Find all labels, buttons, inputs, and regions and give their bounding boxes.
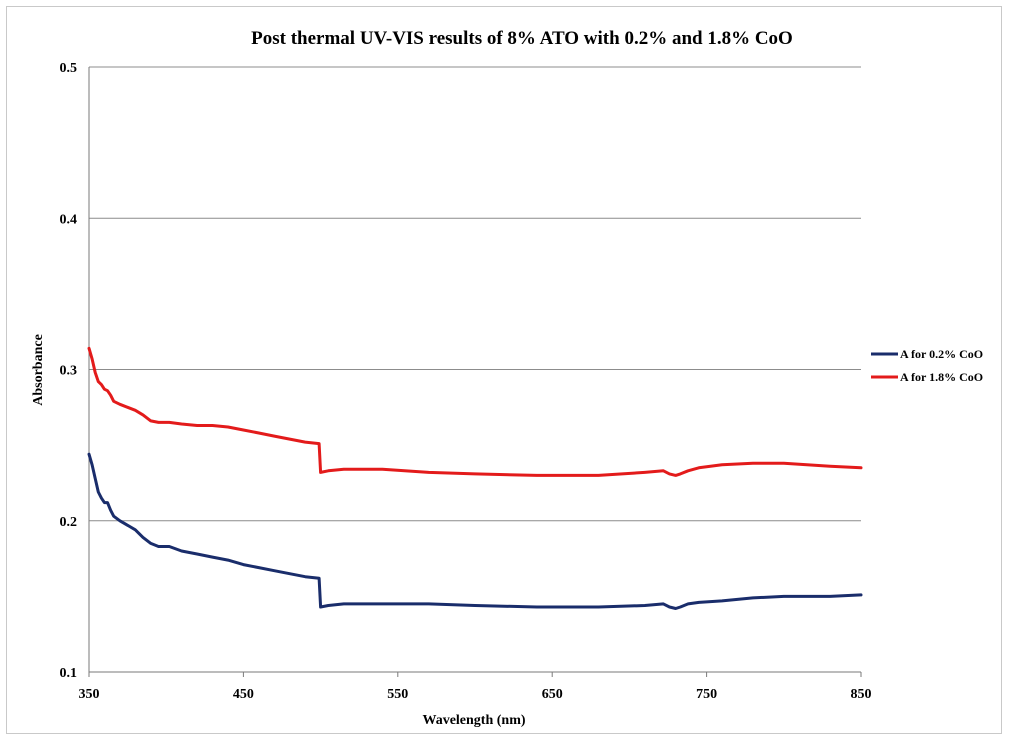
gridlines [89, 66, 861, 522]
axes [88, 67, 862, 677]
x-tick-label: 850 [851, 687, 872, 702]
y-tick-label: 0.3 [60, 364, 78, 379]
legend-label: A for 1.8% CoO [900, 370, 983, 384]
series-line-1 [87, 452, 863, 610]
x-axis-title: Wavelength (nm) [422, 713, 525, 728]
x-tick-label: 450 [233, 687, 254, 702]
x-tick-label: 750 [696, 687, 717, 702]
y-tick-label: 0.2 [60, 515, 78, 530]
x-tick-label: 650 [542, 687, 563, 702]
series-lines [87, 346, 863, 610]
x-tick-labels: 350 450 550 650 750 850 [79, 687, 872, 702]
legend: A for 0.2% CoO A for 1.8% CoO [871, 347, 983, 384]
y-tick-labels: 0.1 0.2 0.3 0.4 0.5 [60, 61, 78, 681]
y-tick-label: 0.1 [60, 666, 78, 681]
chart-frame: Post thermal UV-VIS results of 8% ATO wi… [6, 6, 1002, 734]
y-tick-label: 0.5 [60, 61, 78, 76]
x-tick-label: 550 [387, 687, 408, 702]
y-tick-label: 0.4 [60, 212, 78, 227]
chart-svg: Post thermal UV-VIS results of 8% ATO wi… [31, 28, 983, 728]
chart-title: Post thermal UV-VIS results of 8% ATO wi… [251, 28, 793, 49]
legend-label: A for 0.2% CoO [900, 347, 983, 361]
series-line-2 [87, 346, 863, 477]
y-axis-title: Absorbance [31, 334, 46, 406]
x-tick-label: 350 [79, 687, 100, 702]
